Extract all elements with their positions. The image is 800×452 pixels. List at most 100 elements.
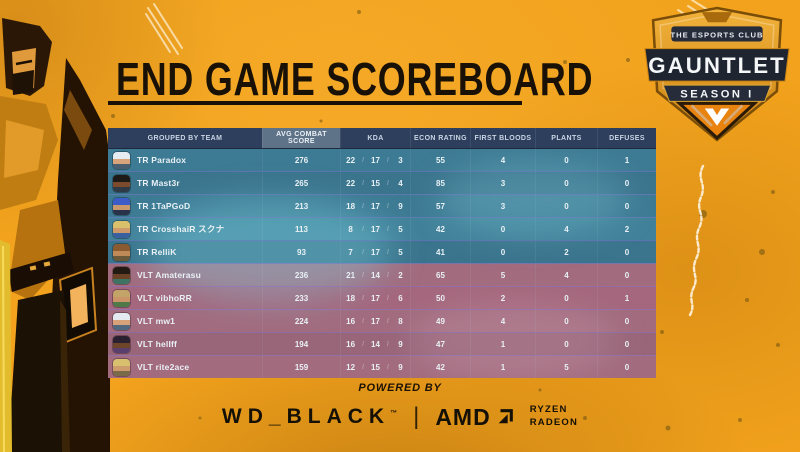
defuses-value: 1: [597, 149, 656, 171]
agent-avatar: [113, 289, 130, 307]
player-name: TR Mast3r: [137, 178, 180, 188]
col-header-first-bloods: FIRST BLOODS: [470, 128, 535, 148]
player-name: VLT Amaterasu: [137, 270, 202, 280]
first-bloods-value: 1: [470, 356, 535, 378]
plants-value: 0: [535, 149, 597, 171]
econ-rating-value: 50: [410, 287, 470, 309]
player-name: VLT rite2ace: [137, 362, 190, 372]
plants-value: 2: [535, 241, 597, 263]
ryzen-label: RYZEN: [529, 404, 568, 416]
agent-avatar: [113, 151, 130, 169]
econ-rating-value: 57: [410, 195, 470, 217]
kda-value: 16/17/8: [340, 310, 410, 332]
kda-value: 22/15/4: [340, 172, 410, 194]
table-row: TR RelliK 93 7/17/5 41 0 2 0: [108, 240, 656, 263]
col-header-kda: KDA: [340, 128, 410, 148]
col-header-grouped-by-team: GROUPED BY TEAM: [147, 134, 223, 142]
amd-arrow-icon: [498, 409, 513, 424]
trademark-symbol: ™: [390, 410, 398, 417]
first-bloods-value: 3: [470, 172, 535, 194]
defuses-value: 0: [597, 195, 656, 217]
plants-value: 0: [535, 310, 597, 332]
acs-value: 113: [262, 218, 340, 240]
agent-avatar: [113, 266, 130, 284]
player-name: VLT mw1: [137, 316, 176, 326]
radeon-label: RADEON: [529, 417, 579, 428]
plants-value: 0: [535, 333, 597, 355]
table-row: TR CrosshaiR スクナ 113 8/17/5 42 0 4 2: [108, 217, 656, 240]
acs-value: 159: [262, 356, 340, 378]
table-row: VLT rite2ace 159 12/15/9 42 1 5 0: [108, 355, 656, 378]
first-bloods-value: 5: [470, 264, 535, 286]
first-bloods-value: 4: [470, 149, 535, 171]
defuses-value: 0: [597, 264, 656, 286]
acs-value: 224: [262, 310, 340, 332]
defuses-value: 0: [597, 333, 656, 355]
table-header-row: GROUPED BY TEAM AVG COMBAT SCORE KDA ECO…: [108, 128, 656, 149]
kda-value: 16/14/9: [340, 333, 410, 355]
kda-value: 8/17/5: [340, 218, 410, 240]
acs-value: 265: [262, 172, 340, 194]
player-name: TR Paradox: [137, 155, 187, 165]
wd-black-logo: WD_BLACK™: [221, 405, 398, 428]
first-bloods-value: 3: [470, 195, 535, 217]
agent-avatar: [113, 335, 130, 353]
scoreboard-table: GROUPED BY TEAM AVG COMBAT SCORE KDA ECO…: [108, 128, 656, 378]
col-header-avg-combat-score: AVG COMBAT SCORE: [262, 128, 340, 148]
first-bloods-value: 0: [470, 218, 535, 240]
brand-divider: |: [413, 403, 420, 430]
agent-avatar: [113, 243, 130, 261]
defuses-value: 0: [597, 172, 656, 194]
plants-value: 5: [535, 356, 597, 378]
amd-logo: AMD: [435, 404, 513, 431]
player-name: VLT helIff: [137, 339, 178, 349]
kda-value: 7/17/5: [340, 241, 410, 263]
kda-value: 18/17/6: [340, 287, 410, 309]
acs-value: 276: [262, 149, 340, 171]
econ-rating-value: 49: [410, 310, 470, 332]
agent-character-art: [0, 18, 110, 452]
first-bloods-value: 1: [470, 333, 535, 355]
player-name: TR CrosshaiR スクナ: [137, 224, 225, 234]
econ-rating-value: 42: [410, 218, 470, 240]
player-name: VLT vibhoRR: [137, 293, 192, 303]
first-bloods-value: 4: [470, 310, 535, 332]
agent-avatar: [113, 174, 130, 192]
acs-value: 194: [262, 333, 340, 355]
event-name-text: GAUNTLET: [648, 53, 786, 78]
event-banner: [644, 48, 790, 82]
table-row: VLT vibhoRR 233 18/17/6 50 2 0 1: [108, 286, 656, 309]
season-ribbon: [662, 84, 772, 102]
squiggle-line: [688, 164, 705, 317]
defuses-value: 0: [597, 356, 656, 378]
col-header-plants: PLANTS: [535, 128, 597, 148]
table-row: TR Paradox 276 22/17/3 55 4 0 1: [108, 149, 656, 171]
econ-rating-value: 47: [410, 333, 470, 355]
defuses-value: 1: [597, 287, 656, 309]
econ-rating-value: 85: [410, 172, 470, 194]
agent-avatar: [113, 358, 130, 376]
player-name: TR RelliK: [137, 247, 177, 257]
agent-avatar: [113, 220, 130, 238]
title-underline: [108, 101, 522, 105]
player-name: TR 1TaPGoD: [137, 201, 191, 211]
plants-value: 4: [535, 218, 597, 240]
brand-logos: WD_BLACK™ | AMD RYZEN RADEON: [0, 403, 800, 431]
table-row: VLT Amaterasu 236 21/14/2 65 5 4 0: [108, 263, 656, 286]
agent-avatar: [113, 197, 130, 215]
acs-value: 213: [262, 195, 340, 217]
plants-value: 4: [535, 264, 597, 286]
table-row: TR Mast3r 265 22/15/4 85 3 0 0: [108, 171, 656, 194]
plants-value: 0: [535, 172, 597, 194]
plants-value: 0: [535, 195, 597, 217]
table-row: VLT mw1 224 16/17/8 49 4 0 0: [108, 309, 656, 332]
scratch-marks: [145, 0, 709, 55]
season-text: SEASON I: [680, 88, 754, 100]
econ-rating-value: 41: [410, 241, 470, 263]
valorant-v-icon: [704, 108, 730, 126]
kda-value: 18/17/9: [340, 195, 410, 217]
club-name-text: THE ESPORTS CLUB: [670, 30, 763, 39]
agent-avatar: [113, 312, 130, 330]
plants-value: 0: [535, 287, 597, 309]
